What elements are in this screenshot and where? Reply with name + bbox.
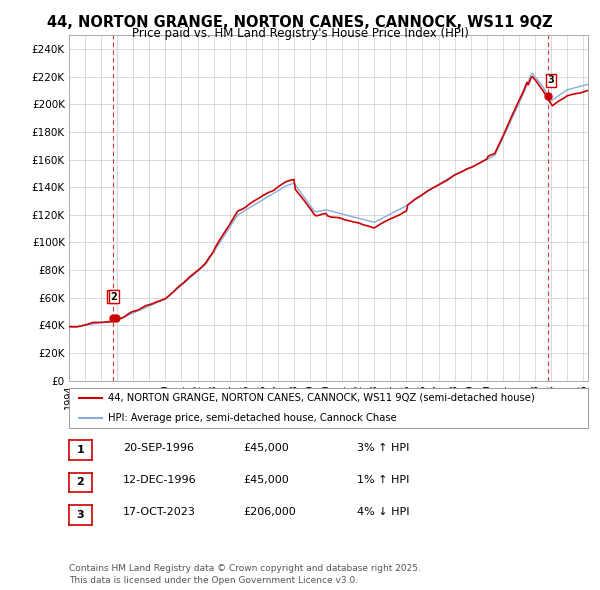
Text: 44, NORTON GRANGE, NORTON CANES, CANNOCK, WS11 9QZ (semi-detached house): 44, NORTON GRANGE, NORTON CANES, CANNOCK… — [108, 393, 535, 402]
Text: Contains HM Land Registry data © Crown copyright and database right 2025.
This d: Contains HM Land Registry data © Crown c… — [69, 565, 421, 585]
Text: Price paid vs. HM Land Registry's House Price Index (HPI): Price paid vs. HM Land Registry's House … — [131, 27, 469, 40]
Text: 12-DEC-1996: 12-DEC-1996 — [123, 475, 197, 485]
Text: 2: 2 — [110, 292, 118, 302]
Text: 1% ↑ HPI: 1% ↑ HPI — [357, 475, 409, 485]
Text: 3: 3 — [77, 510, 84, 520]
Text: 4% ↓ HPI: 4% ↓ HPI — [357, 507, 409, 517]
Text: £45,000: £45,000 — [243, 442, 289, 453]
Text: £206,000: £206,000 — [243, 507, 296, 517]
Text: 44, NORTON GRANGE, NORTON CANES, CANNOCK, WS11 9QZ: 44, NORTON GRANGE, NORTON CANES, CANNOCK… — [47, 15, 553, 30]
Text: 1: 1 — [109, 292, 115, 302]
Text: 3% ↑ HPI: 3% ↑ HPI — [357, 442, 409, 453]
Text: 1: 1 — [77, 445, 84, 455]
Text: 20-SEP-1996: 20-SEP-1996 — [123, 442, 194, 453]
Text: 2: 2 — [77, 477, 84, 487]
Text: HPI: Average price, semi-detached house, Cannock Chase: HPI: Average price, semi-detached house,… — [108, 413, 397, 422]
Text: 3: 3 — [548, 75, 554, 85]
Text: £45,000: £45,000 — [243, 475, 289, 485]
Text: 17-OCT-2023: 17-OCT-2023 — [123, 507, 196, 517]
